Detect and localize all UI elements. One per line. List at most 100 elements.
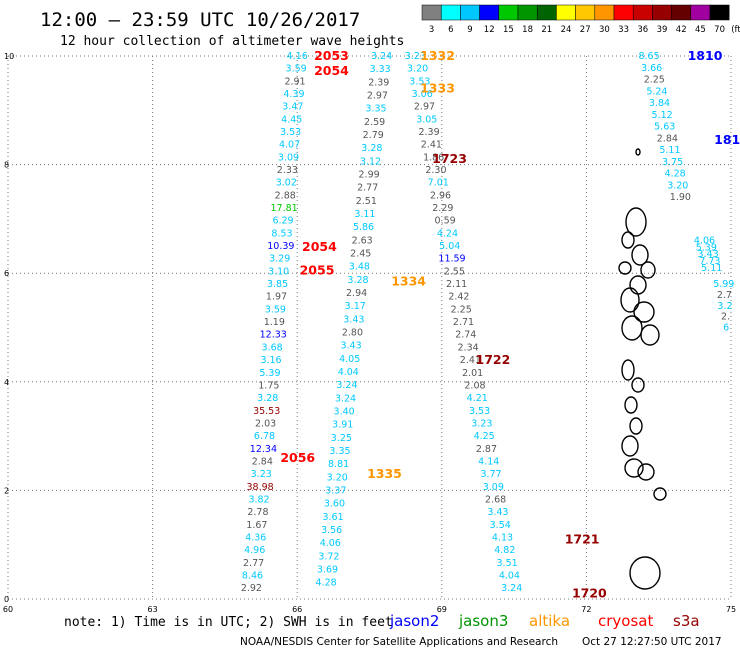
swh-value: 2.7: [717, 290, 732, 301]
y-tick-label: 0: [4, 595, 9, 604]
island-outline: [624, 458, 644, 478]
x-tick-label: 72: [581, 605, 591, 614]
legend-label: 39: [657, 25, 668, 35]
island-outline: [620, 287, 640, 313]
swh-value: 8.65: [638, 51, 659, 62]
island-outline: [653, 487, 667, 501]
legend-swatch: [479, 4, 500, 21]
swh-value: 3.53: [469, 406, 490, 417]
swh-value: 5.39: [696, 242, 717, 253]
pass-time-label: 2054: [302, 239, 337, 254]
legend-label: 70: [714, 25, 725, 35]
swh-value: 3.53: [409, 76, 430, 87]
swh-value: 2.94: [346, 288, 367, 299]
swh-value: 3.12: [360, 156, 381, 167]
swh-value: 3.10: [268, 266, 289, 277]
swh-value: 2.51: [356, 196, 377, 207]
legend-label: 30: [599, 25, 610, 35]
y-tick-label: 10: [4, 52, 14, 61]
swh-value: 4.28: [316, 578, 337, 589]
swh-value: 3.37: [325, 486, 346, 497]
swh-value: 3.17: [345, 301, 366, 312]
swh-value: 3.47: [282, 102, 303, 113]
swh-value: 8.81: [328, 459, 349, 470]
satellite-legend-altika: altika: [529, 612, 570, 630]
swh-value: 4.06: [320, 538, 341, 549]
pass-time-label: 1811: [714, 132, 740, 147]
swh-value: 7.73: [699, 256, 720, 267]
swh-value: 4.05: [339, 354, 360, 365]
swh-value: 1.75: [258, 380, 279, 391]
swh-value: 10.39: [267, 241, 294, 252]
swh-value: 4.14: [478, 456, 499, 467]
y-tick-label: 8: [4, 161, 9, 170]
swh-value: 4.45: [281, 114, 302, 125]
swh-value: 3.43: [340, 341, 361, 352]
swh-value: 3.20: [667, 180, 688, 191]
satellite-legend-s3a: s3a: [673, 612, 700, 630]
swh-value: 2.68: [485, 494, 506, 505]
swh-value: 6.78: [254, 431, 275, 442]
swh-value: 4.06: [694, 236, 715, 247]
swh-value: 2.71: [453, 317, 474, 328]
swh-value: 3.66: [641, 63, 662, 74]
swh-value: 1.97: [266, 292, 287, 303]
swh-value: 3.43: [698, 249, 719, 260]
swh-value: 3.09: [483, 482, 504, 493]
swh-value: 2.01: [462, 368, 483, 379]
legend-label: 6: [448, 25, 453, 35]
swh-value: 3.43: [343, 314, 364, 325]
swh-value: 3.77: [480, 469, 501, 480]
legend-label: 15: [503, 25, 514, 35]
swh-value: 4.04: [338, 367, 359, 378]
pass-time-label: 1334: [391, 273, 426, 288]
swh-value: 1.90: [670, 192, 691, 203]
swh-value: 3.24: [336, 380, 357, 391]
legend-swatch: [517, 4, 538, 21]
swh-value: 5.11: [659, 145, 680, 156]
pass-time-label: 1721: [565, 531, 600, 546]
legend-label: 3: [429, 25, 434, 35]
swh-value: 2.80: [342, 328, 363, 339]
swh-value: 2.30: [425, 165, 446, 176]
swh-value: 4.28: [665, 169, 686, 180]
legend-label: 42: [676, 25, 687, 35]
island-outline: [640, 324, 660, 346]
swh-value: 3.20: [327, 472, 348, 483]
note-text: note: 1) Time is in UTC; 2) SWH is in fe…: [64, 615, 393, 630]
swh-value: 3.28: [257, 393, 278, 404]
swh-value: 3.23: [251, 469, 272, 480]
swh-value: 3.33: [370, 64, 391, 75]
swh-value: 2.45: [350, 249, 371, 260]
swh-value: 2.11: [446, 279, 467, 290]
swh-value: 3.68: [262, 342, 283, 353]
swh-value: 2.59: [364, 117, 385, 128]
swh-value: 2.79: [363, 130, 384, 141]
swh-value: 3.23: [471, 418, 492, 429]
swh-value: 3.51: [497, 558, 518, 569]
legend-label: (ft): [731, 25, 740, 35]
swh-value: 2.97: [367, 91, 388, 102]
swh-value: 3.84: [649, 98, 670, 109]
island-outline: [631, 244, 649, 266]
swh-value: 3.43: [487, 507, 508, 518]
swh-value: 3.59: [286, 64, 307, 75]
legend-swatch: [690, 4, 711, 21]
swh-value: 2.77: [357, 183, 378, 194]
y-tick-label: 2: [4, 486, 9, 495]
swh-value: 2.55: [444, 266, 465, 277]
swh-value: 2.: [721, 312, 730, 323]
swh-value: 11.59: [438, 254, 465, 265]
island-outline: [633, 301, 655, 323]
swh-value: 3.11: [354, 209, 375, 220]
pass-time-label: 1333: [420, 81, 455, 96]
swh-value: 2.99: [359, 170, 380, 181]
swh-value: 3.35: [365, 104, 386, 115]
legend-swatch: [536, 4, 557, 21]
swh-value: 3.91: [332, 420, 353, 431]
y-tick-label: 4: [4, 378, 9, 387]
legend-label: 27: [580, 25, 591, 35]
island-outline: [618, 261, 632, 275]
swh-value: 4.24: [437, 228, 458, 239]
